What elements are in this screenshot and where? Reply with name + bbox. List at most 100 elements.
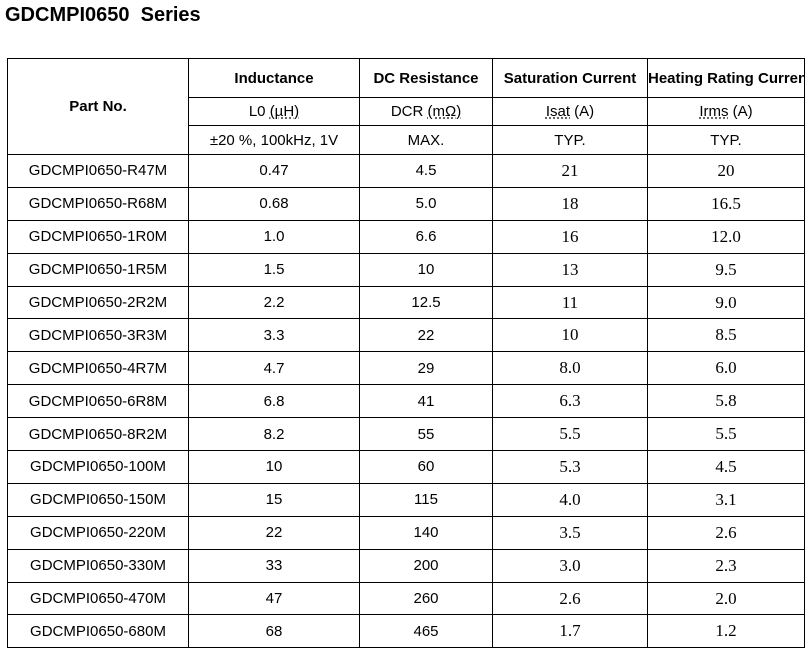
part-number-cell: GDCMPI0650-R68M xyxy=(7,186,189,221)
part-number-cell: GDCMPI0650-680M xyxy=(7,614,189,649)
condition-saturation-current: TYP. xyxy=(492,125,648,155)
dcr-cell: 5.0 xyxy=(359,186,493,221)
isat-cell: 18 xyxy=(492,186,648,221)
inductance-cell: 8.2 xyxy=(188,417,360,452)
dcr-cell: 465 xyxy=(359,614,493,649)
dcr-cell: 60 xyxy=(359,450,493,484)
table-row: GDCMPI0650-4R7M 4.7 29 8.0 6.0 xyxy=(7,351,805,386)
dcr-cell: 200 xyxy=(359,548,493,583)
isat-cell: 1.7 xyxy=(492,614,648,649)
irms-cell: 6.0 xyxy=(647,351,805,386)
unit-heating-rating-current: Irms (A) xyxy=(647,97,805,126)
isat-cell: 6.3 xyxy=(492,384,648,419)
header-heating-rating-current: Heating Rating Current xyxy=(647,58,805,98)
table-row: GDCMPI0650-R68M 0.68 5.0 18 16.5 xyxy=(7,186,805,221)
isat-cell: 4.0 xyxy=(492,482,648,517)
unit-label-saturation-current: (A) xyxy=(574,103,595,120)
dcr-cell: 55 xyxy=(359,417,493,452)
unit-dc-resistance: DCR (mΩ) xyxy=(359,97,493,126)
part-number-cell: GDCMPI0650-8R2M xyxy=(7,417,189,452)
isat-cell: 10 xyxy=(492,318,648,353)
header-part-no: Part No. xyxy=(7,58,189,155)
condition-inductance: ±20 %, 100kHz, 1V xyxy=(188,125,360,155)
inductance-cell: 33 xyxy=(188,548,360,583)
irms-cell: 8.5 xyxy=(647,318,805,353)
header-inductance: Inductance xyxy=(188,58,360,98)
irms-cell: 4.5 xyxy=(647,450,805,484)
part-number-cell: GDCMPI0650-100M xyxy=(7,450,189,484)
irms-cell: 20 xyxy=(647,154,805,188)
symbol-heating-rating-current: Irms xyxy=(699,103,729,120)
header-dc-resistance: DC Resistance xyxy=(359,58,493,98)
isat-cell: 5.3 xyxy=(492,450,648,484)
table-row: GDCMPI0650-8R2M 8.2 55 5.5 5.5 xyxy=(7,417,805,452)
irms-cell: 2.0 xyxy=(647,581,805,616)
part-number-cell: GDCMPI0650-6R8M xyxy=(7,384,189,419)
part-number-cell: GDCMPI0650-150M xyxy=(7,482,189,517)
part-number-cell: GDCMPI0650-220M xyxy=(7,515,189,550)
dcr-cell: 4.5 xyxy=(359,154,493,188)
irms-cell: 5.5 xyxy=(647,417,805,452)
table-row: GDCMPI0650-2R2M 2.2 12.5 11 9.0 xyxy=(7,285,805,320)
table-row: GDCMPI0650-680M 68 465 1.7 1.2 xyxy=(7,614,805,649)
irms-cell: 16.5 xyxy=(647,186,805,221)
irms-cell: 2.6 xyxy=(647,515,805,550)
isat-cell: 5.5 xyxy=(492,417,648,452)
unit-label-heating-rating-current: (A) xyxy=(732,103,753,120)
part-number-cell: GDCMPI0650-R47M xyxy=(7,154,189,188)
table-row: GDCMPI0650-1R5M 1.5 10 13 9.5 xyxy=(7,252,805,287)
unit-saturation-current: Isat (A) xyxy=(492,97,648,126)
table-row: GDCMPI0650-6R8M 6.8 41 6.3 5.8 xyxy=(7,384,805,419)
unit-label-dc-resistance: (mΩ) xyxy=(427,103,462,120)
inductance-cell: 22 xyxy=(188,515,360,550)
inductance-cell: 10 xyxy=(188,450,360,484)
part-number-cell: GDCMPI0650-3R3M xyxy=(7,318,189,353)
irms-cell: 1.2 xyxy=(647,614,805,649)
irms-cell: 9.5 xyxy=(647,252,805,287)
irms-cell: 2.3 xyxy=(647,548,805,583)
inductance-cell: 2.2 xyxy=(188,285,360,320)
inductance-cell: 6.8 xyxy=(188,384,360,419)
condition-dc-resistance: MAX. xyxy=(359,125,493,155)
dcr-cell: 140 xyxy=(359,515,493,550)
header-saturation-current: Saturation Current xyxy=(492,58,648,98)
table-row: GDCMPI0650-100M 10 60 5.3 4.5 xyxy=(7,450,805,484)
dcr-cell: 115 xyxy=(359,482,493,517)
inductance-cell: 47 xyxy=(188,581,360,616)
inductance-cell: 1.0 xyxy=(188,219,360,254)
unit-label-inductance: (µH) xyxy=(269,103,300,120)
isat-cell: 3.5 xyxy=(492,515,648,550)
inductance-cell: 4.7 xyxy=(188,351,360,386)
irms-cell: 3.1 xyxy=(647,482,805,517)
table-row: GDCMPI0650-150M 15 115 4.0 3.1 xyxy=(7,482,805,517)
table-row: GDCMPI0650-R47M 0.47 4.5 21 20 xyxy=(7,154,805,188)
table-row: GDCMPI0650-470M 47 260 2.6 2.0 xyxy=(7,581,805,616)
inductance-cell: 68 xyxy=(188,614,360,649)
page-title: GDCMPI0650 Series xyxy=(5,4,201,26)
dcr-cell: 41 xyxy=(359,384,493,419)
part-number-cell: GDCMPI0650-470M xyxy=(7,581,189,616)
symbol-saturation-current: Isat xyxy=(545,103,570,120)
isat-cell: 16 xyxy=(492,219,648,254)
symbol-dc-resistance: DCR xyxy=(390,103,424,120)
isat-cell: 11 xyxy=(492,285,648,320)
table-row: GDCMPI0650-3R3M 3.3 22 10 8.5 xyxy=(7,318,805,353)
inductance-cell: 0.47 xyxy=(188,154,360,188)
part-number-cell: GDCMPI0650-1R5M xyxy=(7,252,189,287)
inductance-cell: 15 xyxy=(188,482,360,517)
condition-heating-rating-current: TYP. xyxy=(647,125,805,155)
part-number-cell: GDCMPI0650-2R2M xyxy=(7,285,189,320)
irms-cell: 5.8 xyxy=(647,384,805,419)
spec-table: Part No. Inductance DC Resistance Satura… xyxy=(7,58,805,649)
symbol-inductance: L0 xyxy=(248,103,266,120)
isat-cell: 13 xyxy=(492,252,648,287)
isat-cell: 3.0 xyxy=(492,548,648,583)
dcr-cell: 12.5 xyxy=(359,285,493,320)
unit-inductance: L0 (µH) xyxy=(188,97,360,126)
table-row: GDCMPI0650-330M 33 200 3.0 2.3 xyxy=(7,548,805,583)
isat-cell: 2.6 xyxy=(492,581,648,616)
inductance-cell: 3.3 xyxy=(188,318,360,353)
part-number-cell: GDCMPI0650-4R7M xyxy=(7,351,189,386)
dcr-cell: 22 xyxy=(359,318,493,353)
part-number-cell: GDCMPI0650-330M xyxy=(7,548,189,583)
